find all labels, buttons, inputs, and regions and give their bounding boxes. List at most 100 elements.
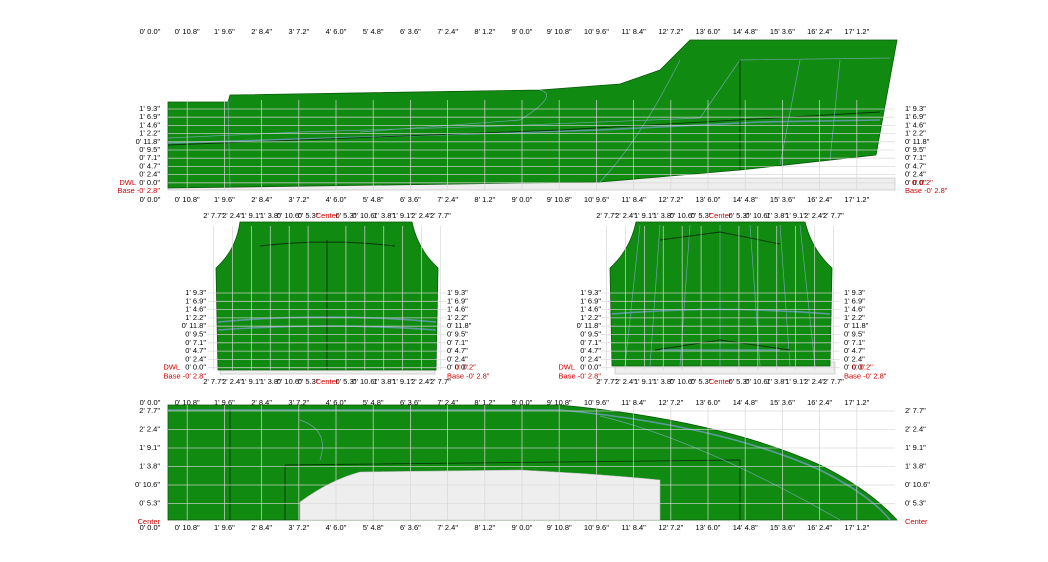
height-label: 1' 4.6" xyxy=(580,305,601,314)
breadth-label: 1' 9.1" xyxy=(139,443,160,452)
height-label: 0' 11.8" xyxy=(136,137,161,146)
height-label: 0' 2.4" xyxy=(185,354,206,363)
breadth-label: 2' 2.4" xyxy=(804,377,825,386)
height-label: 0' 9.5" xyxy=(185,329,206,338)
height-label: 0' 7.1" xyxy=(185,338,206,347)
height-label: 0' 4.7" xyxy=(447,346,468,355)
center-label: Center xyxy=(137,517,160,526)
dwl-label: DWL xyxy=(558,363,575,372)
height-label: 0' 2.4" xyxy=(139,170,160,179)
height-label: 0' 9.5" xyxy=(139,145,160,154)
height-label: 1' 4.6" xyxy=(844,305,865,314)
dwl-offset-label: 0' 0.2" xyxy=(455,363,476,372)
station-label: 8' 1.2" xyxy=(474,195,495,204)
breadth-label: 0' 10.6" xyxy=(670,377,695,386)
height-label: 0' 11.8" xyxy=(844,321,869,330)
station-sections xyxy=(624,224,816,367)
height-label: 1' 9.3" xyxy=(185,288,206,297)
station-label: 1' 9.6" xyxy=(214,195,235,204)
plan-lines xyxy=(229,410,741,520)
breadth-label: 1' 9.1" xyxy=(905,443,926,452)
station-label: 0' 10.8" xyxy=(175,523,200,532)
station-label: 16' 2.4" xyxy=(807,27,832,36)
station-label: 11' 8.4" xyxy=(621,523,646,532)
station-label: 5' 4.8" xyxy=(363,398,384,407)
profile-view xyxy=(167,39,898,191)
height-label: 0' 11.8" xyxy=(447,321,472,330)
center-label: Center xyxy=(905,517,928,526)
station-label: 2' 8.4" xyxy=(251,27,272,36)
station-label: 6' 3.6" xyxy=(400,523,421,532)
height-label: 1' 4.6" xyxy=(185,305,206,314)
station-label: 1' 9.6" xyxy=(214,27,235,36)
station-label: 7' 2.4" xyxy=(437,27,458,36)
station-label: 12' 7.2" xyxy=(658,523,683,532)
station-label: 10' 9.6" xyxy=(584,523,609,532)
height-label: 0' 4.7" xyxy=(580,346,601,355)
breadth-label: 0' 5.3" xyxy=(691,211,712,220)
breadth-label: 0' 10.6" xyxy=(352,211,377,220)
station-label: 5' 4.8" xyxy=(363,27,384,36)
height-label: 0' 0.0" xyxy=(844,363,865,372)
height-label: 0' 7.1" xyxy=(447,338,468,347)
height-label: 0' 0.0" xyxy=(447,363,468,372)
height-label: 1' 6.9" xyxy=(139,112,160,121)
station-label: 14' 4.8" xyxy=(733,27,758,36)
breadth-label: 0' 5.3" xyxy=(691,377,712,386)
center-label: Center xyxy=(709,211,732,220)
center-label: Center xyxy=(709,377,732,386)
breadth-label: 1' 9.1" xyxy=(392,377,413,386)
height-label: 1' 9.3" xyxy=(905,104,926,113)
breadth-label: 1' 3.8" xyxy=(260,211,281,220)
station-label: 13' 6.0" xyxy=(696,195,721,204)
station-label: 3' 7.2" xyxy=(288,195,309,204)
buttock-lines xyxy=(227,59,841,189)
station-label: 4' 6.0" xyxy=(326,195,347,204)
section-lines xyxy=(654,231,791,351)
breadth-label: 1' 9.1" xyxy=(634,211,655,220)
station-label: 13' 6.0" xyxy=(696,523,721,532)
breadth-label: 2' 7.7" xyxy=(823,211,844,220)
height-label: 1' 6.9" xyxy=(185,296,206,305)
sheer-line xyxy=(167,119,881,144)
station-label: 16' 2.4" xyxy=(807,398,832,407)
breadth-label: 2' 2.4" xyxy=(222,211,243,220)
breadth-label: 1' 3.8" xyxy=(766,377,787,386)
station-label: 15' 3.6" xyxy=(770,195,795,204)
body-plan-left xyxy=(215,221,439,375)
height-label: 1' 2.2" xyxy=(185,313,206,322)
base-label: Base -0' 2.8" xyxy=(559,372,602,381)
breadth-label: 0' 10.6" xyxy=(352,377,377,386)
chine-line xyxy=(167,57,891,139)
height-label: 1' 2.2" xyxy=(580,313,601,322)
breadth-label: 1' 9.1" xyxy=(634,377,655,386)
station-label: 1' 9.6" xyxy=(214,523,235,532)
station-label: 7' 2.4" xyxy=(437,523,458,532)
breadth-label: 1' 3.8" xyxy=(766,211,787,220)
plan-view xyxy=(167,404,898,521)
base-label: Base -0' 2.8" xyxy=(905,186,948,195)
height-label: 0' 9.5" xyxy=(447,329,468,338)
breadth-label: 0' 5.3" xyxy=(336,377,357,386)
breadth-label: 1' 9.1" xyxy=(241,377,262,386)
section-shape xyxy=(609,221,833,367)
base-label: Base -0' 2.8" xyxy=(844,372,887,381)
height-label: 0' 4.7" xyxy=(844,346,865,355)
station-label: 9' 0.0" xyxy=(512,27,533,36)
height-label: 1' 2.2" xyxy=(139,129,160,138)
breadth-label: 1' 3.8" xyxy=(653,211,674,220)
breadth-label: 0' 10.6" xyxy=(277,377,302,386)
station-label: 9' 10.8" xyxy=(547,195,572,204)
station-label: 9' 0.0" xyxy=(512,398,533,407)
breadth-label: 0' 5.3" xyxy=(336,211,357,220)
height-label: 1' 6.9" xyxy=(447,296,468,305)
station-label: 5' 4.8" xyxy=(363,195,384,204)
station-label: 7' 2.4" xyxy=(437,195,458,204)
base-label: Base -0' 2.8" xyxy=(118,186,161,195)
station-label: 0' 10.8" xyxy=(175,27,200,36)
station-label: 0' 0.0" xyxy=(140,195,161,204)
height-label: 0' 2.4" xyxy=(844,354,865,363)
station-label: 14' 4.8" xyxy=(733,398,758,407)
station-label: 10' 9.6" xyxy=(584,398,609,407)
